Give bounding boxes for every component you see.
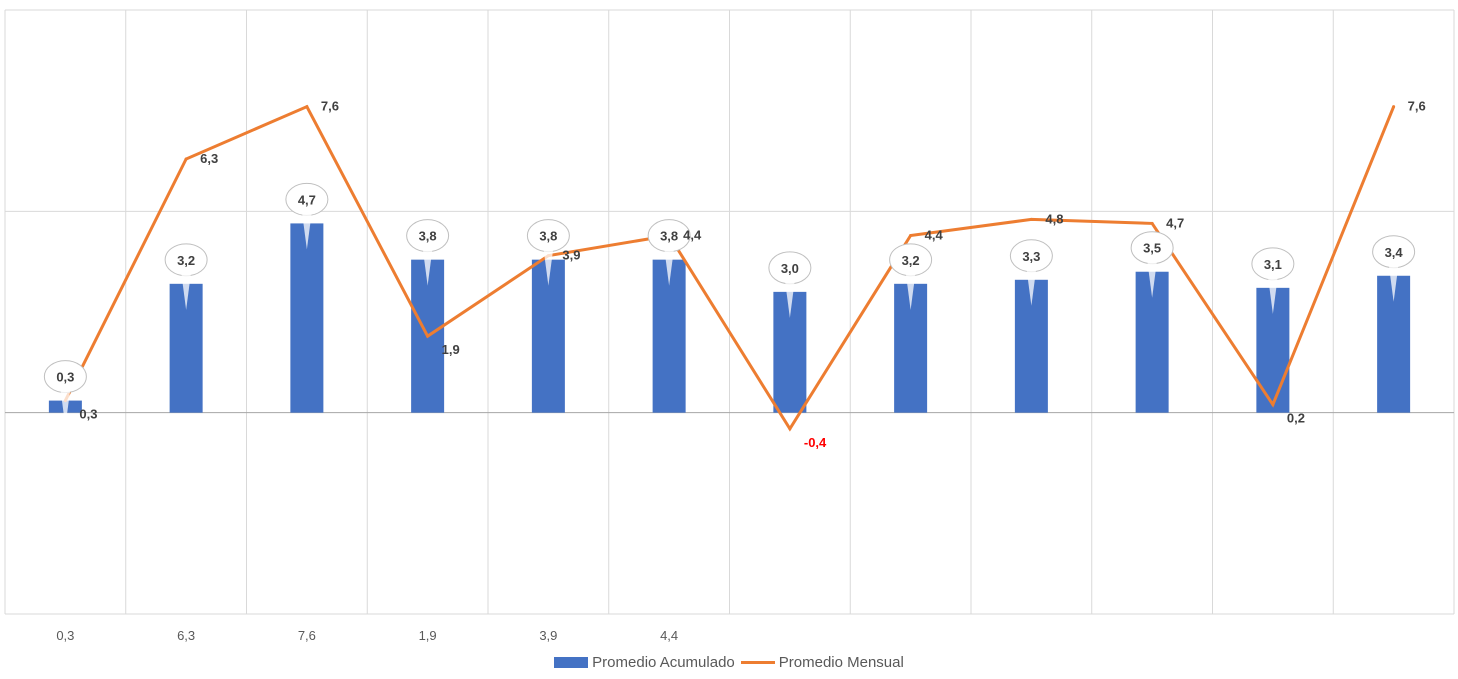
line-value-label: 4,7: [1166, 215, 1184, 230]
callout-pointer: [543, 247, 554, 286]
bar-value-label: 3,8: [419, 229, 437, 244]
bar-value-label: 0,3: [56, 370, 74, 385]
legend-label-bar: Promedio Acumulado: [592, 654, 735, 671]
bar-value-label: 3,2: [902, 253, 920, 268]
bar-callout: 3,3: [1009, 239, 1053, 306]
bar-callout: 4,7: [285, 182, 329, 250]
bar-value-label: 3,8: [660, 229, 678, 244]
x-tick-label: 4,4: [660, 628, 678, 643]
x-tick-label: 3,9: [539, 628, 557, 643]
gridlines: [4, 9, 1455, 615]
bar-value-label: 4,7: [298, 192, 316, 207]
line-point: [909, 233, 913, 237]
bar-callout: 3,4: [1372, 235, 1416, 302]
line-point: [1150, 221, 1154, 225]
callout-pointer: [1026, 267, 1037, 306]
bar-value-label: 3,2: [177, 253, 195, 268]
x-tick-label: 6,3: [177, 628, 195, 643]
bar: [290, 223, 324, 413]
combo-chart-plot: 0,3 3,2 4,7 3,8 3,8 3,8 3,0 3,2 3,3 3,5 3,1 3,4 0,3…: [4, 9, 1455, 643]
x-tick-label: 1,9: [419, 628, 437, 643]
legend-swatch-bar: [554, 657, 589, 668]
x-tick-label: 0,3: [56, 628, 74, 643]
callout-pointer: [905, 271, 916, 310]
line-value-label: 4,8: [1045, 211, 1063, 226]
line-value-label: -0,4: [804, 435, 827, 450]
line-value-label: 1,9: [442, 342, 460, 357]
bar-callout: 3,1: [1251, 247, 1295, 314]
bar-value-label: 3,3: [1022, 249, 1040, 264]
line-value-label: 7,6: [1408, 99, 1426, 114]
callout-pointer: [181, 271, 192, 310]
line-point: [305, 105, 309, 109]
bar-callout: 3,8: [647, 219, 691, 286]
line-value-label: 0,2: [1287, 411, 1305, 426]
bar-callout: 3,5: [1130, 231, 1174, 298]
line-point: [1392, 105, 1396, 109]
line-value-label: 3,9: [562, 248, 580, 263]
legend-item-bar: Promedio Acumulado: [554, 654, 735, 671]
bar-callout: 3,0: [768, 251, 812, 318]
line-value-label: 6,3: [200, 151, 218, 166]
line-data-labels: 0,3 6,3 7,6 1,9 3,9 4,4 -0,4 4,4 4,8 4,7 0,2 7,6: [79, 99, 1425, 450]
line-value-label: 7,6: [321, 99, 339, 114]
line-point: [426, 334, 430, 338]
line-value-label: 4,4: [925, 227, 944, 242]
callout-pointer: [664, 247, 675, 286]
bar-callout: 3,8: [406, 219, 450, 286]
legend-swatch-line: [740, 661, 775, 664]
legend-label-line: Promedio Mensual: [778, 654, 904, 671]
x-tick-label: 7,6: [298, 628, 316, 643]
callout-pointer: [1267, 275, 1278, 314]
line-point: [788, 427, 792, 431]
bar-callout: 3,2: [164, 243, 208, 310]
callout-pointer: [301, 211, 312, 250]
bar-callout: 3,2: [889, 243, 933, 310]
bar-value-label: 3,5: [1143, 241, 1161, 256]
x-axis-tick-labels: 0,3 6,3 7,6 1,9 3,9 4,4: [56, 628, 678, 643]
legend-item-line: Promedio Mensual: [740, 654, 904, 671]
bar-value-label: 3,4: [1385, 245, 1404, 260]
line-point: [184, 157, 188, 161]
callout-pointer: [1147, 259, 1158, 298]
line-value-label: 0,3: [79, 407, 97, 422]
bar-callout: 0,3: [43, 360, 87, 427]
callout-pointer: [60, 388, 71, 427]
bar-value-label: 3,8: [539, 229, 557, 244]
legend: Promedio Acumulado Promedio Mensual: [0, 654, 1458, 671]
bar-value-label: 3,1: [1264, 257, 1282, 272]
bar-callout: 3,8: [526, 219, 570, 286]
line-point: [1029, 217, 1033, 221]
bar-data-labels: 0,3 3,2 4,7 3,8 3,8 3,8 3,0 3,2 3,3 3,5 3,1 3,4: [43, 182, 1416, 427]
bar-value-label: 3,0: [781, 261, 799, 276]
callout-pointer: [422, 247, 433, 286]
callout-pointer: [1388, 263, 1399, 302]
line-value-label: 4,4: [683, 227, 702, 242]
callout-pointer: [784, 279, 795, 318]
line-point: [1271, 403, 1275, 407]
